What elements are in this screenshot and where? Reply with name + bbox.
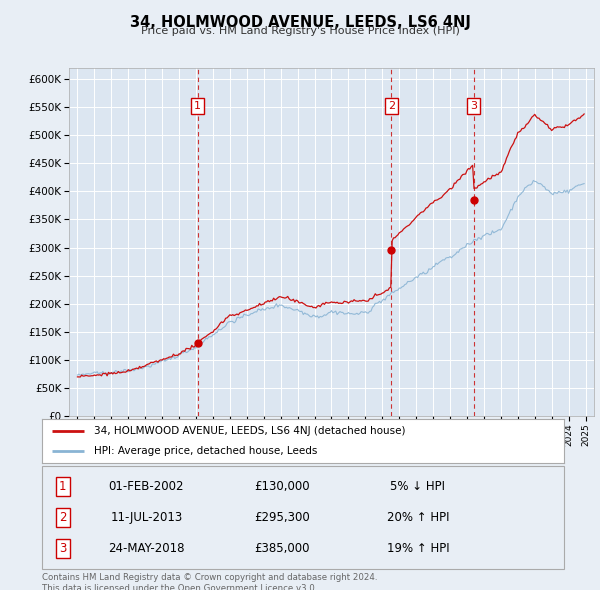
Text: 5% ↓ HPI: 5% ↓ HPI	[391, 480, 445, 493]
Text: 1: 1	[194, 101, 201, 111]
Text: £295,300: £295,300	[254, 511, 310, 525]
Text: 2: 2	[59, 511, 67, 525]
Text: 01-FEB-2002: 01-FEB-2002	[109, 480, 184, 493]
Text: HPI: Average price, detached house, Leeds: HPI: Average price, detached house, Leed…	[94, 446, 317, 456]
Text: 2: 2	[388, 101, 395, 111]
Text: 20% ↑ HPI: 20% ↑ HPI	[386, 511, 449, 525]
Text: £385,000: £385,000	[254, 542, 310, 555]
Text: 19% ↑ HPI: 19% ↑ HPI	[386, 542, 449, 555]
Text: 24-MAY-2018: 24-MAY-2018	[108, 542, 185, 555]
Text: £130,000: £130,000	[254, 480, 310, 493]
Text: 3: 3	[470, 101, 477, 111]
Text: 1: 1	[59, 480, 67, 493]
Text: Contains HM Land Registry data © Crown copyright and database right 2024.
This d: Contains HM Land Registry data © Crown c…	[42, 573, 377, 590]
Text: 3: 3	[59, 542, 67, 555]
Text: 34, HOLMWOOD AVENUE, LEEDS, LS6 4NJ (detached house): 34, HOLMWOOD AVENUE, LEEDS, LS6 4NJ (det…	[94, 426, 406, 436]
Text: 11-JUL-2013: 11-JUL-2013	[110, 511, 182, 525]
Text: 34, HOLMWOOD AVENUE, LEEDS, LS6 4NJ: 34, HOLMWOOD AVENUE, LEEDS, LS6 4NJ	[130, 15, 470, 30]
Text: Price paid vs. HM Land Registry's House Price Index (HPI): Price paid vs. HM Land Registry's House …	[140, 26, 460, 36]
